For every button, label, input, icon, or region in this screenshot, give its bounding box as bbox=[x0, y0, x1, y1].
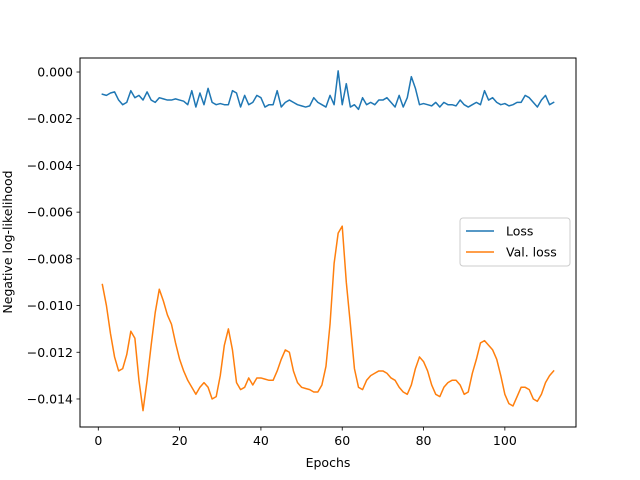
legend: Loss Val. loss bbox=[459, 217, 571, 267]
legend-label-val-loss: Val. loss bbox=[506, 245, 557, 260]
y-tick-label: −0.012 bbox=[27, 345, 73, 360]
y-tick-label: 0.000 bbox=[37, 65, 73, 80]
y-axis-ticks: 0.000 −0.002 −0.004 −0.006 −0.008 −0.010 −0.01… bbox=[27, 65, 80, 406]
x-tick-label: 80 bbox=[416, 433, 432, 448]
y-tick-label: −0.004 bbox=[27, 158, 73, 173]
series-line-val-loss bbox=[101, 225, 555, 412]
y-tick-label: −0.010 bbox=[27, 298, 73, 313]
legend-box bbox=[459, 217, 571, 267]
y-tick-label: −0.008 bbox=[27, 251, 73, 266]
x-tick-label: 100 bbox=[493, 433, 517, 448]
plot-area-frame bbox=[79, 57, 577, 428]
y-tick-label: −0.006 bbox=[27, 205, 73, 220]
x-axis-ticks: 0 20 40 60 80 100 bbox=[94, 427, 517, 448]
series-line-loss bbox=[101, 70, 555, 111]
x-axis-label: Epochs bbox=[306, 455, 351, 470]
x-tick-label: 60 bbox=[334, 433, 350, 448]
x-tick-label: 0 bbox=[94, 433, 102, 448]
x-tick-label: 40 bbox=[253, 433, 269, 448]
y-axis-label: Negative log-likelihood bbox=[0, 170, 15, 313]
series-lines bbox=[101, 70, 555, 412]
legend-label-loss: Loss bbox=[506, 224, 533, 239]
y-tick-label: −0.002 bbox=[27, 111, 73, 126]
x-tick-label: 20 bbox=[172, 433, 188, 448]
y-tick-label: −0.014 bbox=[27, 391, 73, 406]
